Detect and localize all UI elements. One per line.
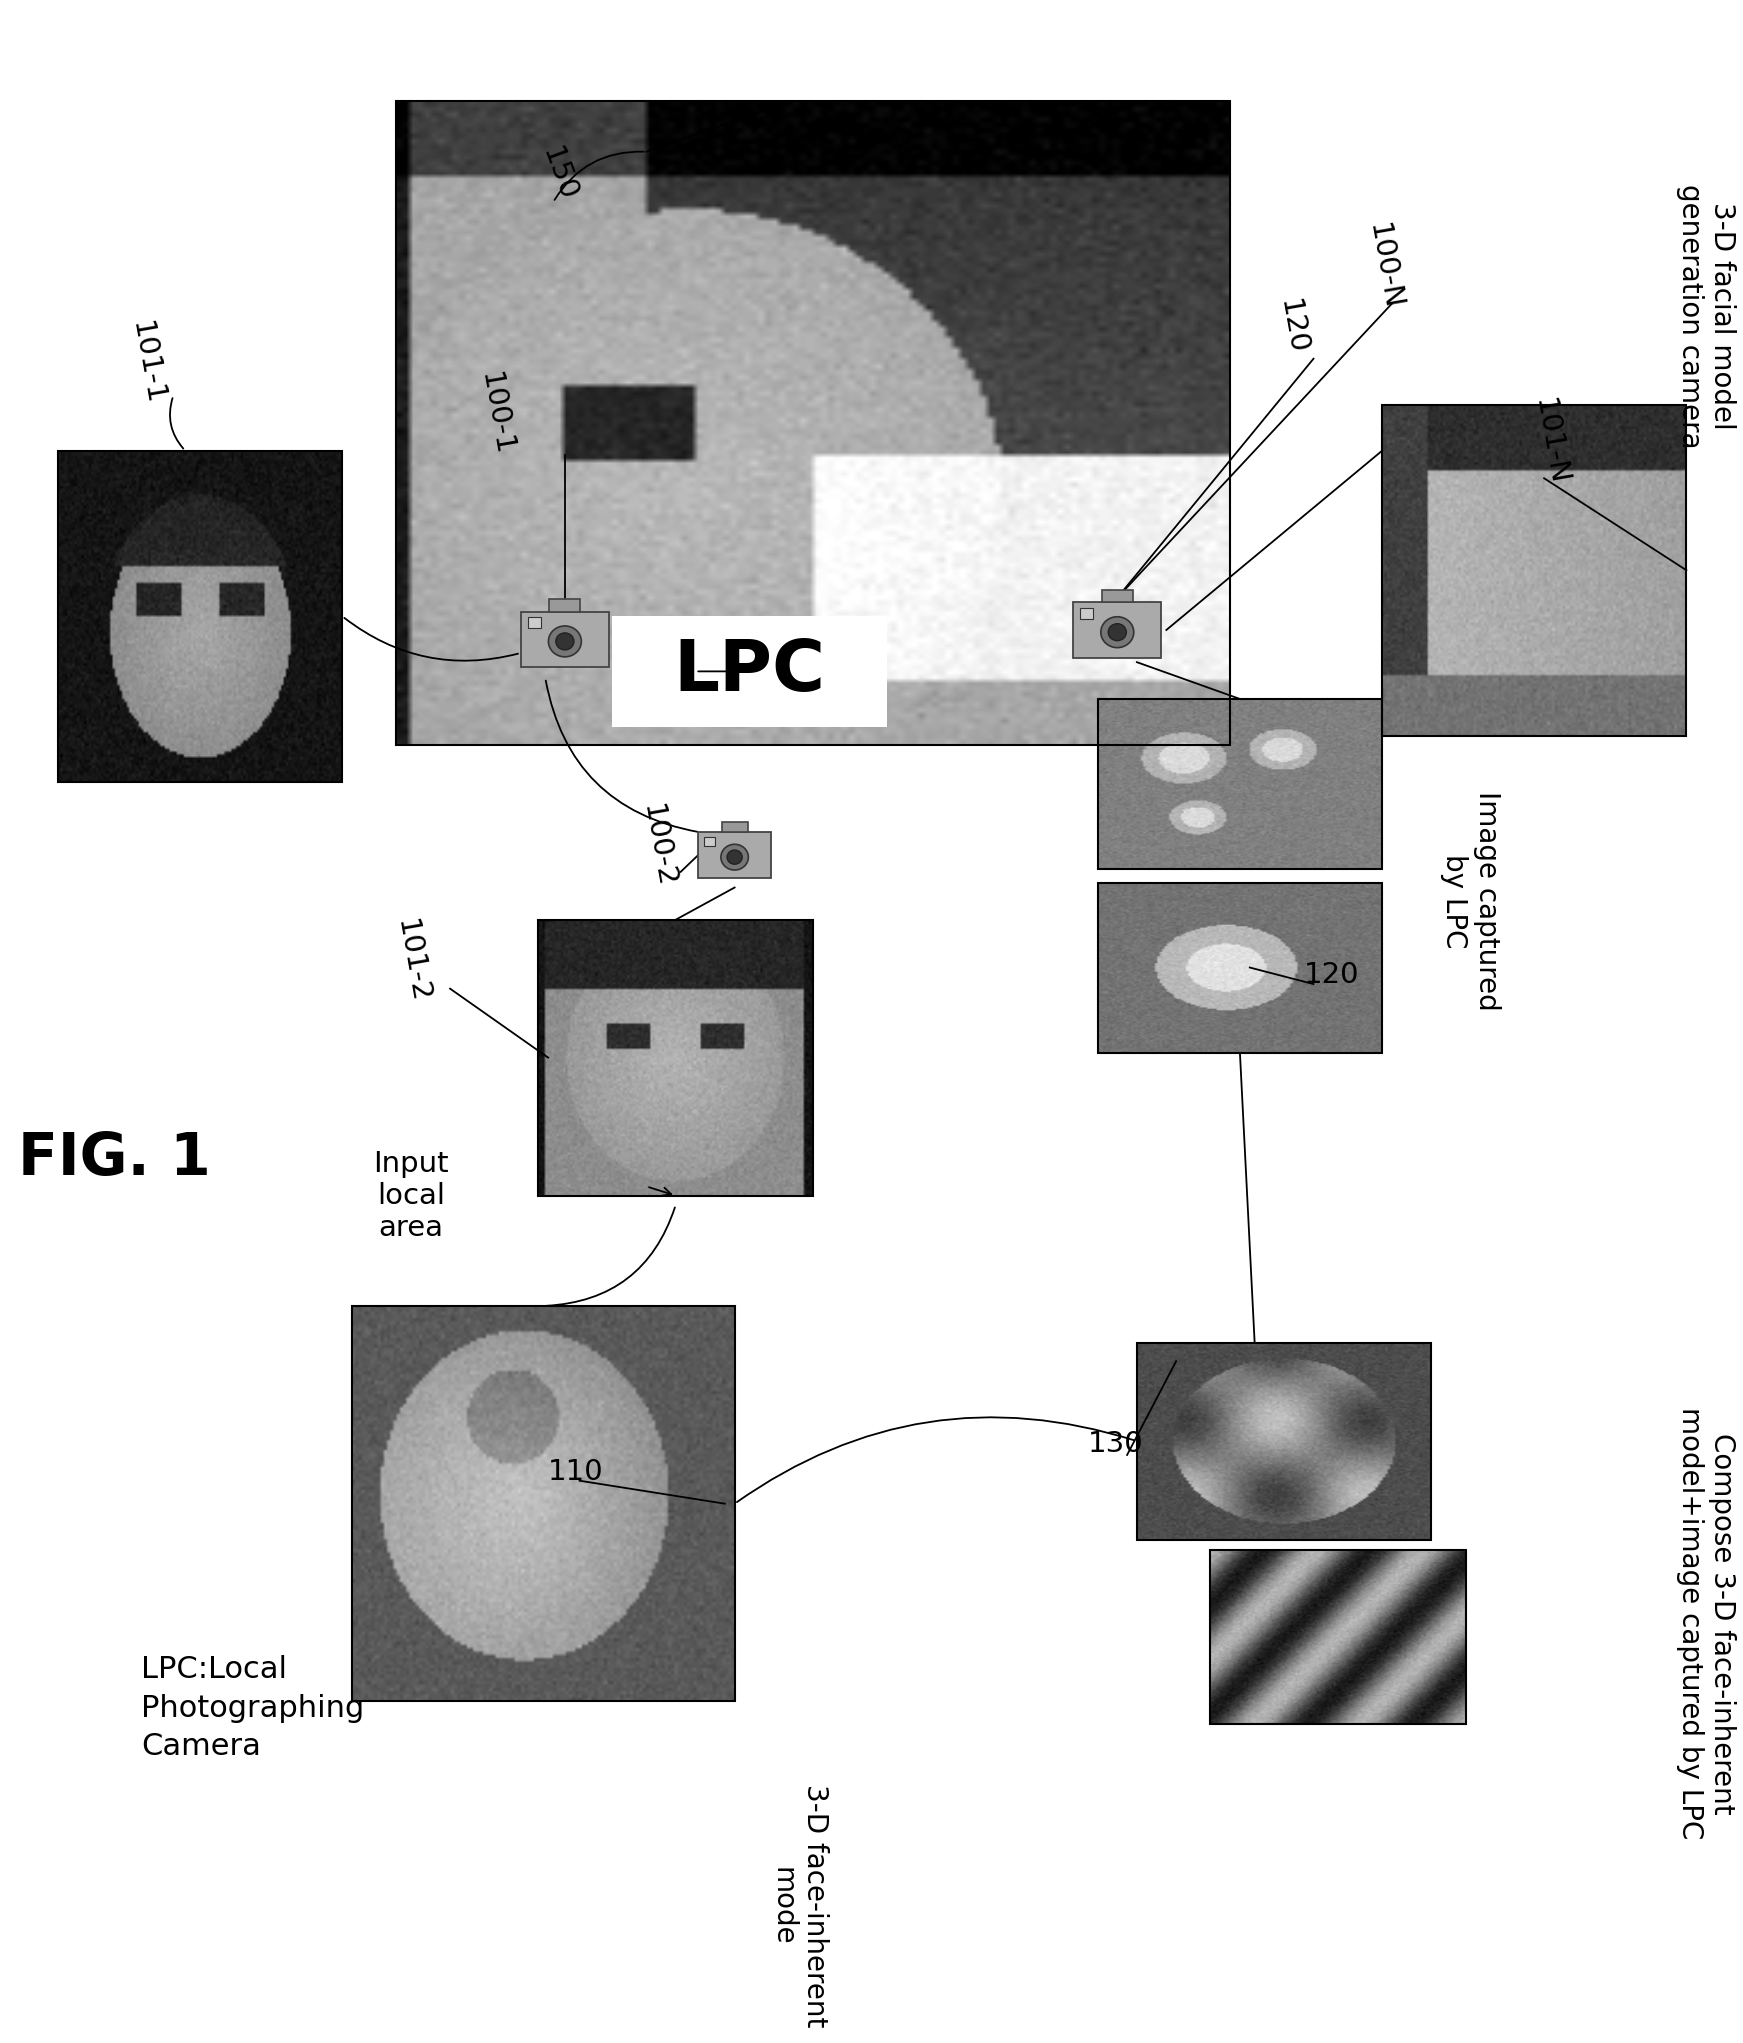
Bar <box>352 1305 734 1702</box>
Bar <box>549 599 580 611</box>
Circle shape <box>1109 623 1126 642</box>
Text: 120: 120 <box>1274 296 1311 355</box>
Text: 100-2: 100-2 <box>636 803 678 891</box>
Circle shape <box>727 850 743 864</box>
Text: LPC:Local
Photographing
Camera: LPC:Local Photographing Camera <box>141 1655 364 1761</box>
Bar <box>521 611 608 666</box>
Bar <box>1074 603 1161 658</box>
Bar <box>396 102 1231 746</box>
Bar <box>1382 405 1687 735</box>
Bar <box>539 919 814 1195</box>
Text: Image captured
by LPC: Image captured by LPC <box>1440 791 1501 1011</box>
Circle shape <box>1102 617 1133 648</box>
Text: 130: 130 <box>1088 1430 1143 1459</box>
Circle shape <box>722 844 748 870</box>
Text: 110: 110 <box>549 1457 603 1485</box>
Bar <box>1210 1551 1466 1724</box>
Bar <box>1081 609 1093 619</box>
Bar <box>612 617 887 727</box>
Text: 3-D facial model
generation camera: 3-D facial model generation camera <box>1675 184 1736 449</box>
Text: 101-1: 101-1 <box>125 319 169 407</box>
Bar <box>722 821 748 832</box>
Text: LPC: LPC <box>673 637 826 707</box>
Bar <box>1098 699 1382 868</box>
Bar <box>528 617 540 627</box>
Text: 120: 120 <box>1304 960 1360 989</box>
Text: 150: 150 <box>537 143 582 206</box>
Circle shape <box>556 633 573 650</box>
Text: 3-D face-inherent
mode: 3-D face-inherent mode <box>769 1784 828 2027</box>
Text: 101-2: 101-2 <box>390 917 434 1005</box>
Bar <box>697 832 772 878</box>
Text: Compose 3-D face-inherent
model+image captured by LPC: Compose 3-D face-inherent model+image ca… <box>1675 1408 1736 1839</box>
Text: FIG. 1: FIG. 1 <box>17 1130 211 1187</box>
Text: Input
local
area: Input local area <box>373 1150 448 1242</box>
Text: 101-N: 101-N <box>1529 396 1572 486</box>
Bar <box>1098 883 1382 1052</box>
Bar <box>1136 1342 1431 1540</box>
Circle shape <box>549 625 582 658</box>
Text: 100-1: 100-1 <box>474 370 518 458</box>
Bar <box>704 838 715 846</box>
Bar <box>1102 590 1133 603</box>
Bar <box>58 452 342 782</box>
Text: 100-N: 100-N <box>1363 221 1405 313</box>
